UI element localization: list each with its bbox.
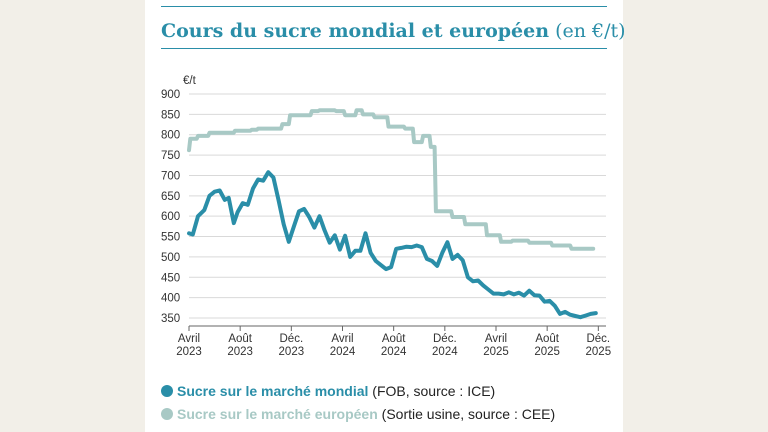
y-tick-label: 500 [161, 252, 180, 264]
chart-title-unit: (en €/t) [555, 20, 626, 42]
y-tick-label: 850 [161, 109, 180, 121]
x-tick-label-year: 2024 [330, 346, 356, 358]
x-tick-label-year: 2024 [432, 346, 458, 358]
legend-item-world: Sucre sur le marché mondial (FOB, source… [161, 382, 495, 400]
legend-dot-europe [161, 408, 173, 420]
grid-lines [189, 93, 606, 319]
x-tick-label-month: Déc. [280, 333, 304, 345]
y-tick-label: 650 [161, 191, 180, 203]
line-chart: €/t350400450500550600650700750800850900 … [161, 75, 612, 358]
y-axis-unit-label: €/t [183, 75, 197, 87]
x-tick-label-year: 2025 [586, 346, 612, 358]
chart-title: Cours du sucre mondial et européen (en €… [161, 18, 626, 44]
x-tick-label-year: 2023 [279, 346, 305, 358]
x-tick-label-month: Avril [331, 333, 353, 345]
legend-note-world: (FOB, source : ICE) [372, 383, 496, 399]
x-tick-label-year: 2023 [227, 346, 253, 358]
x-tick-label-month: Août [382, 333, 406, 345]
y-tick-label: 400 [161, 293, 180, 305]
y-tick-label: 350 [161, 313, 180, 325]
x-tick-label-month: Août [535, 333, 559, 345]
y-axis: €/t 350 400 450 500 550 600 650 700 750 800 850 900 [161, 75, 197, 325]
x-tick-label-month: Déc. [433, 333, 457, 345]
x-tick-label-month: Avril [178, 333, 200, 345]
x-tick-label-year: 2025 [534, 346, 560, 358]
chart-title-main: Cours du sucre mondial et européen [161, 20, 550, 42]
legend-note-europe: (Sortie usine, source : CEE) [381, 406, 556, 422]
legend-dot-world [161, 385, 173, 397]
legend-label-europe: Sucre sur le marché européen [177, 406, 378, 422]
x-tick-label-month: Avril [485, 333, 507, 345]
series-lines [187, 108, 598, 320]
x-tick-label-year: 2025 [483, 346, 509, 358]
y-tick-label: 600 [161, 211, 180, 223]
series-line-europe [187, 108, 596, 251]
x-tick-label-month: Août [228, 333, 252, 345]
y-tick-label: 550 [161, 232, 180, 244]
x-tick-label-month: Déc. [586, 333, 610, 345]
y-tick-label: 750 [161, 150, 180, 162]
legend-item-europe: Sucre sur le marché européen (Sortie usi… [161, 405, 555, 423]
legend-label-world: Sucre sur le marché mondial [177, 383, 369, 399]
y-tick-label: 900 [161, 89, 180, 101]
x-axis: Avril2023Août2023Déc.2023Avril2024Août20… [176, 325, 612, 358]
series-line-world [187, 170, 598, 320]
x-tick-label-year: 2023 [176, 346, 202, 358]
x-tick-label-year: 2024 [381, 346, 407, 358]
chart-card: Cours du sucre mondial et européen (en €… [145, 0, 626, 432]
top-rule [161, 6, 607, 7]
y-tick-label: 800 [161, 130, 180, 142]
title-rule [161, 48, 607, 49]
y-tick-label: 450 [161, 272, 180, 284]
y-tick-label: 700 [161, 170, 180, 182]
